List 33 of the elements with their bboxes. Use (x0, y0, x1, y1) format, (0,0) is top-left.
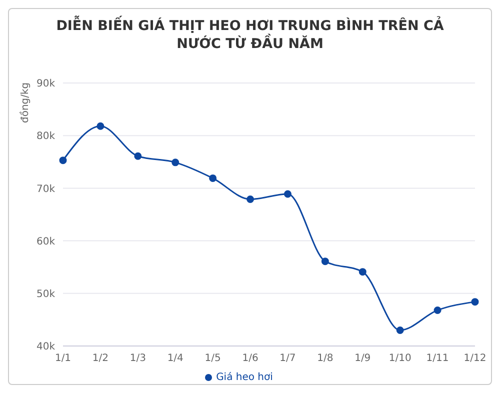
point (246, 195, 254, 203)
y-tick-label: 60k (36, 236, 56, 248)
x-tick-label: 1/6 (242, 353, 258, 364)
chart-title: DIỄN BIẾN GIÁ THỊT HEO HƠI TRUNG BÌNH TRÊN CẢ NƯỚC TỪ ĐẦU NĂM (55, 14, 445, 54)
x-tick-label: 1/8 (317, 353, 334, 364)
x-tick-label: 1/7 (280, 353, 296, 364)
x-tick-label: 1/9 (354, 353, 371, 364)
x-tick-label: 1/10 (388, 353, 412, 364)
y-tick-label: 90k (36, 78, 56, 90)
y-tick-label: 70k (36, 184, 56, 195)
y-tick-label: 40k (36, 342, 56, 353)
x-tick-label: 1/2 (92, 353, 108, 364)
x-tick-label: 1/11 (426, 353, 449, 364)
legend-label: Giá heo hơi (216, 372, 273, 383)
point (209, 174, 217, 182)
point (59, 156, 67, 164)
point (284, 190, 292, 198)
x-tick-label: 1/12 (464, 353, 486, 364)
y-tick-label: 50k (36, 288, 56, 300)
point (358, 268, 366, 276)
point (96, 122, 104, 130)
point (321, 258, 329, 266)
point (434, 306, 442, 314)
point (471, 298, 479, 306)
y-axis-title: đồng/kg (19, 82, 32, 123)
x-tick-label: 1/1 (54, 353, 72, 364)
y-tick-label: 80k (36, 131, 56, 142)
x-tick-label: 1/5 (204, 353, 221, 364)
x-tick-label: 1/4 (167, 353, 184, 364)
x-tick-label: 1/3 (130, 353, 146, 364)
point (134, 152, 142, 160)
point (396, 326, 404, 334)
point (172, 158, 180, 166)
